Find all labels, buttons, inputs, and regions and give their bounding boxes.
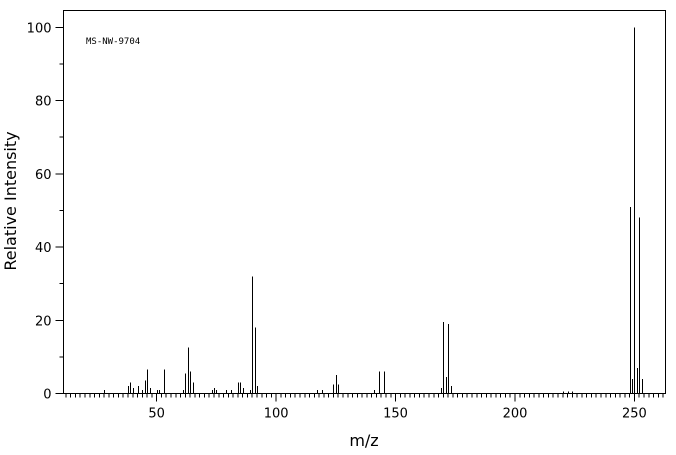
x-tick-label: 50: [148, 407, 165, 422]
x-tick-label: 100: [264, 407, 289, 422]
x-tick-label: 150: [383, 407, 408, 422]
y-tick-label: 60: [35, 168, 52, 183]
x-tick-label: 250: [622, 407, 647, 422]
x-tick-label: 200: [503, 407, 528, 422]
y-tick-label: 40: [35, 241, 52, 256]
annotation: MS-NW-9704: [86, 37, 140, 47]
y-axis-label: Relative Intensity: [1, 131, 20, 270]
y-tick-label: 80: [35, 95, 52, 110]
x-axis-label: m/z: [349, 431, 378, 450]
y-tick-label: 100: [27, 21, 52, 36]
plot-frame: [63, 10, 666, 394]
y-tick-label: 20: [35, 314, 52, 329]
y-tick-label: 0: [43, 388, 51, 403]
